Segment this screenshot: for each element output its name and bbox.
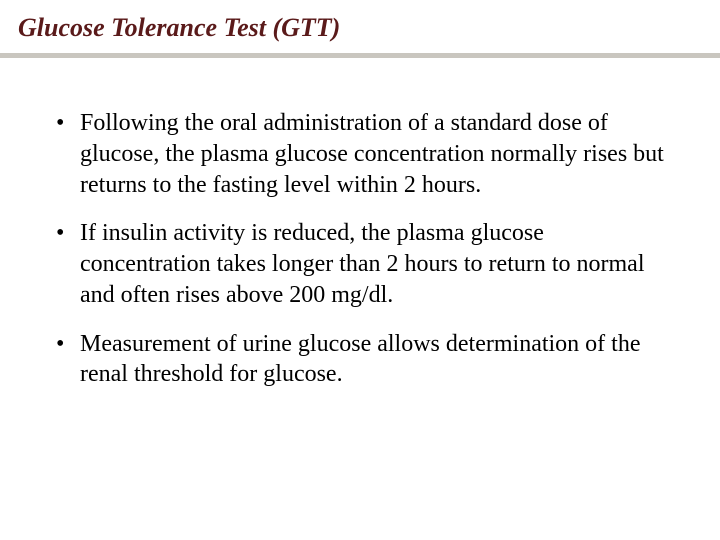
bullet-list: Following the oral administration of a s… xyxy=(50,108,670,390)
bullet-text: If insulin activity is reduced, the plas… xyxy=(80,220,645,307)
bullet-item: Following the oral administration of a s… xyxy=(50,108,670,200)
slide-container: Glucose Tolerance Test (GTT) Following t… xyxy=(0,0,720,540)
bullet-text: Measurement of urine glucose allows dete… xyxy=(80,331,641,388)
title-area: Glucose Tolerance Test (GTT) xyxy=(0,0,720,49)
bullet-item: If insulin activity is reduced, the plas… xyxy=(50,218,670,310)
slide-title: Glucose Tolerance Test (GTT) xyxy=(18,12,702,43)
bullet-item: Measurement of urine glucose allows dete… xyxy=(50,329,670,390)
content-area: Following the oral administration of a s… xyxy=(0,58,720,390)
bullet-text: Following the oral administration of a s… xyxy=(80,110,664,197)
